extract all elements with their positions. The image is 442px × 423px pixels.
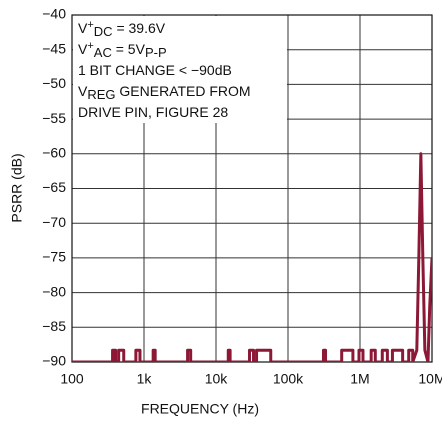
- plot-frame: [71, 14, 433, 363]
- y-tick-label: −85: [42, 318, 66, 334]
- annotation-part: 1 BIT CHANGE < −90dB: [78, 62, 232, 78]
- y-tick-label: −45: [42, 40, 66, 56]
- data-line: [72, 152, 432, 362]
- x-tick-label: 100k: [273, 371, 304, 387]
- y-tick-label: −55: [42, 110, 66, 126]
- y-tick-label: −80: [42, 283, 66, 299]
- annotation-part: AC: [94, 45, 112, 60]
- annotation-part: V: [78, 20, 88, 36]
- x-tick-label: 1M: [350, 371, 369, 387]
- annotation-part: V: [78, 83, 88, 99]
- annotation-part: DC: [94, 24, 113, 39]
- y-tick-label: −60: [42, 145, 66, 161]
- x-axis-label: FREQUENCY (Hz): [141, 401, 259, 417]
- annotation-part: = 5V: [112, 41, 146, 57]
- x-tick-label: 10k: [205, 371, 229, 387]
- annotation-part: P-P: [145, 45, 167, 60]
- x-tick-label: 100: [60, 371, 84, 387]
- x-tick-label: 10M: [418, 371, 442, 387]
- annotation: VREG GENERATED FROM: [78, 83, 251, 103]
- y-tick-label: −90: [42, 353, 66, 369]
- annotation: V+AC = 5VP-P: [78, 40, 167, 60]
- annotation: V+DC = 39.6V: [78, 19, 166, 39]
- annotation-part: = 39.6V: [113, 20, 166, 36]
- annotation-part: +: [87, 40, 93, 52]
- x-tick-label: 1k: [137, 371, 153, 387]
- annotation: DRIVE PIN, FIGURE 28: [78, 104, 228, 120]
- annotation-part: GENERATED FROM: [116, 83, 251, 99]
- annotation-part: +: [87, 19, 93, 31]
- y-tick-label: −50: [42, 75, 66, 91]
- y-axis-label: PSRR (dB): [9, 153, 25, 222]
- y-tick-label: −65: [42, 179, 66, 195]
- annotation-part: V: [78, 41, 88, 57]
- annotation-part: REG: [87, 87, 115, 102]
- y-tick-label: −75: [42, 249, 66, 265]
- y-tick-label: −40: [42, 6, 66, 22]
- y-tick-label: −70: [42, 214, 66, 230]
- annotation-background: [73, 16, 287, 123]
- annotation: 1 BIT CHANGE < −90dB: [78, 62, 232, 78]
- annotation-part: DRIVE PIN, FIGURE 28: [78, 104, 228, 120]
